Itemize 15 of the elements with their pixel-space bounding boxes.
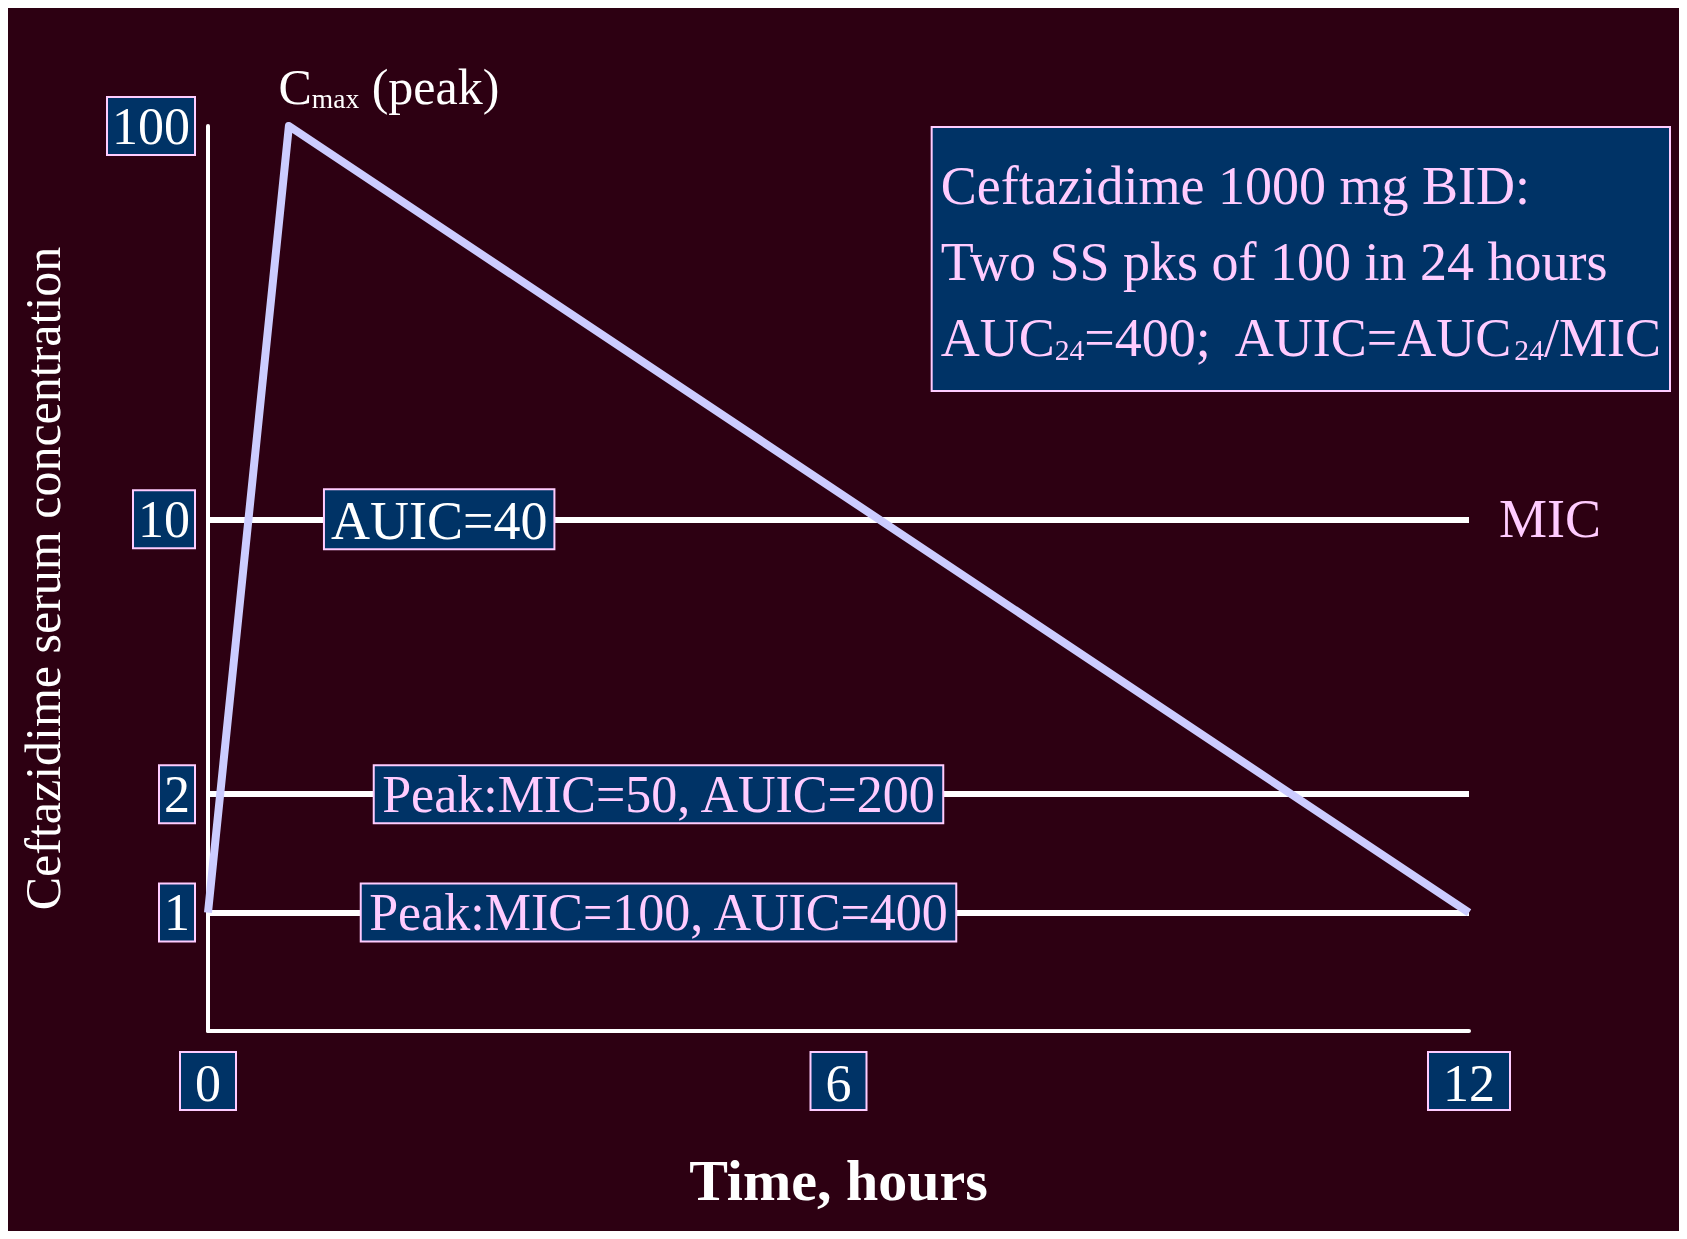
ref-line-label: Peak:MIC=50, AUIC=200 <box>382 765 935 823</box>
y-tick-label: 10 <box>138 490 190 548</box>
annotation: Cmax (peak) <box>278 58 500 115</box>
y-tick-label: 1 <box>164 884 190 942</box>
y-axis-title: Ceftazidime serum concentration <box>15 246 71 911</box>
y-tick-label: 2 <box>164 765 190 823</box>
x-tick-label: 0 <box>195 1054 221 1112</box>
y-tick-label: 100 <box>112 97 190 155</box>
ref-line-label: MIC <box>1499 489 1602 550</box>
x-axis-title: Time, hours <box>689 1147 988 1213</box>
annotation: AUIC=40 <box>330 491 548 552</box>
ref-line-label: Peak:MIC=100, AUIC=400 <box>369 884 948 942</box>
annotation: Ceftazidime 1000 mg BID: Two SS pks of 100 in 24 hours AUC24=400; AUIC=AUC24/MIC <box>940 156 1662 368</box>
x-tick-label: 6 <box>825 1054 852 1112</box>
x-tick-label: 12 <box>1443 1054 1495 1112</box>
